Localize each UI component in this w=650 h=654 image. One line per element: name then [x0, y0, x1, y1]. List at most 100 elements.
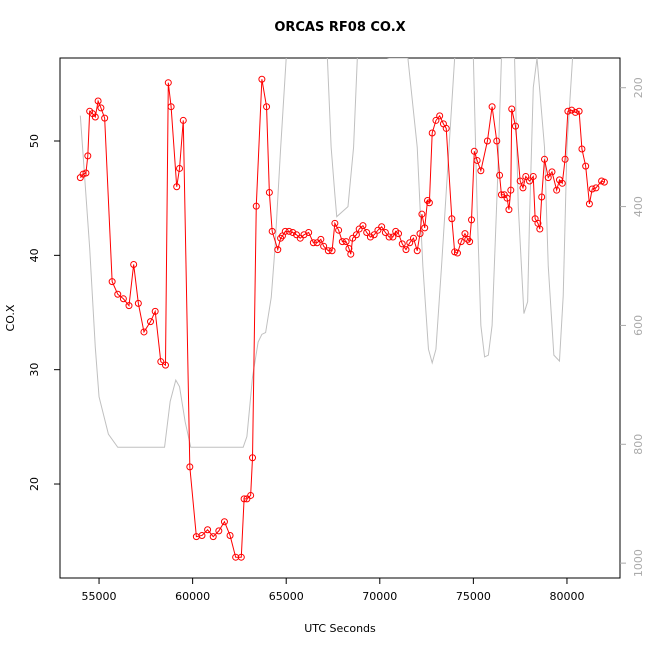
data-point — [519, 184, 527, 192]
data-point — [252, 202, 260, 210]
data-point — [409, 234, 417, 242]
data-point — [544, 174, 552, 182]
y2-tick-label: 600 — [632, 315, 645, 336]
data-point — [395, 230, 403, 238]
data-point — [497, 191, 505, 199]
data-point — [385, 233, 393, 241]
data-point — [448, 215, 456, 223]
data-point — [226, 531, 234, 539]
data-point — [263, 103, 271, 111]
y2-tick-label: 800 — [632, 434, 645, 455]
data-point — [320, 242, 328, 250]
plot-frame — [59, 57, 621, 579]
data-point — [161, 361, 169, 369]
data-point — [167, 103, 175, 111]
data-point — [328, 247, 336, 255]
series-line — [79, 79, 605, 558]
data-point — [204, 526, 212, 534]
data-point — [309, 239, 317, 247]
y-tick-label: 30 — [28, 363, 41, 377]
data-point — [582, 162, 590, 170]
data-point — [428, 129, 436, 137]
data-point — [413, 247, 421, 255]
data-point — [125, 302, 133, 310]
y-axis-label: CO.X — [4, 304, 17, 331]
data-point — [564, 107, 572, 115]
data-point — [317, 235, 325, 243]
data-point — [558, 179, 566, 187]
data-point — [220, 518, 228, 526]
data-point — [281, 227, 289, 235]
data-point — [421, 224, 429, 232]
data-point — [522, 172, 530, 180]
x-tick-label: 75000 — [456, 590, 491, 603]
data-point — [568, 106, 576, 114]
data-point — [352, 231, 360, 239]
data-point — [134, 299, 142, 307]
data-point — [505, 206, 513, 214]
data-point — [249, 454, 257, 462]
data-point — [265, 188, 273, 196]
data-point — [215, 527, 223, 535]
data-point — [526, 177, 534, 185]
data-point — [553, 186, 561, 194]
data-point — [477, 167, 485, 175]
data-point — [119, 295, 127, 303]
data-point — [398, 240, 406, 248]
x-tick-label: 70000 — [362, 590, 397, 603]
data-point — [114, 290, 122, 298]
data-point — [561, 155, 569, 163]
data-point — [296, 234, 304, 242]
data-point — [592, 184, 600, 192]
data-point — [94, 97, 102, 105]
data-point — [436, 112, 444, 120]
y-tick-label: 20 — [28, 477, 41, 491]
data-point — [483, 137, 491, 145]
data-point — [571, 108, 579, 116]
data-point — [84, 152, 92, 160]
data-point — [378, 223, 386, 231]
data-point — [406, 239, 414, 247]
data-point — [473, 156, 481, 164]
data-point — [600, 178, 608, 186]
data-point — [511, 122, 519, 130]
data-point — [324, 247, 332, 255]
data-point — [349, 234, 357, 242]
x-tick-label: 55000 — [82, 590, 117, 603]
data-point — [370, 231, 378, 239]
data-point — [347, 250, 355, 258]
data-point — [366, 233, 374, 241]
data-point — [468, 216, 476, 224]
data-point — [424, 196, 432, 204]
y2-tick-label: 400 — [632, 196, 645, 217]
data-point — [425, 199, 433, 207]
data-point — [529, 172, 537, 180]
data-point — [461, 230, 469, 238]
data-point — [359, 222, 367, 230]
data-point — [418, 210, 426, 218]
data-point — [285, 227, 293, 235]
y2-tick-label: 1000 — [632, 549, 645, 577]
data-point — [585, 200, 593, 208]
x-tick-label: 60000 — [175, 590, 210, 603]
data-point — [335, 226, 343, 234]
data-point — [277, 234, 285, 242]
data-point — [381, 228, 389, 236]
x-tick-label: 65000 — [269, 590, 304, 603]
data-point — [548, 168, 556, 176]
data-point — [342, 238, 350, 246]
data-point — [363, 228, 371, 236]
data-point — [173, 183, 181, 191]
data-point — [457, 238, 465, 246]
data-point — [466, 238, 474, 246]
data-point — [503, 194, 511, 202]
chart-title: ORCAS RF08 CO.X — [274, 20, 405, 35]
data-point — [97, 104, 105, 112]
data-point — [432, 116, 440, 124]
data-point — [176, 164, 184, 172]
x-axis-label: UTC Seconds — [304, 622, 376, 635]
data-point — [313, 239, 321, 247]
data-point — [293, 231, 301, 239]
data-point — [108, 278, 116, 286]
